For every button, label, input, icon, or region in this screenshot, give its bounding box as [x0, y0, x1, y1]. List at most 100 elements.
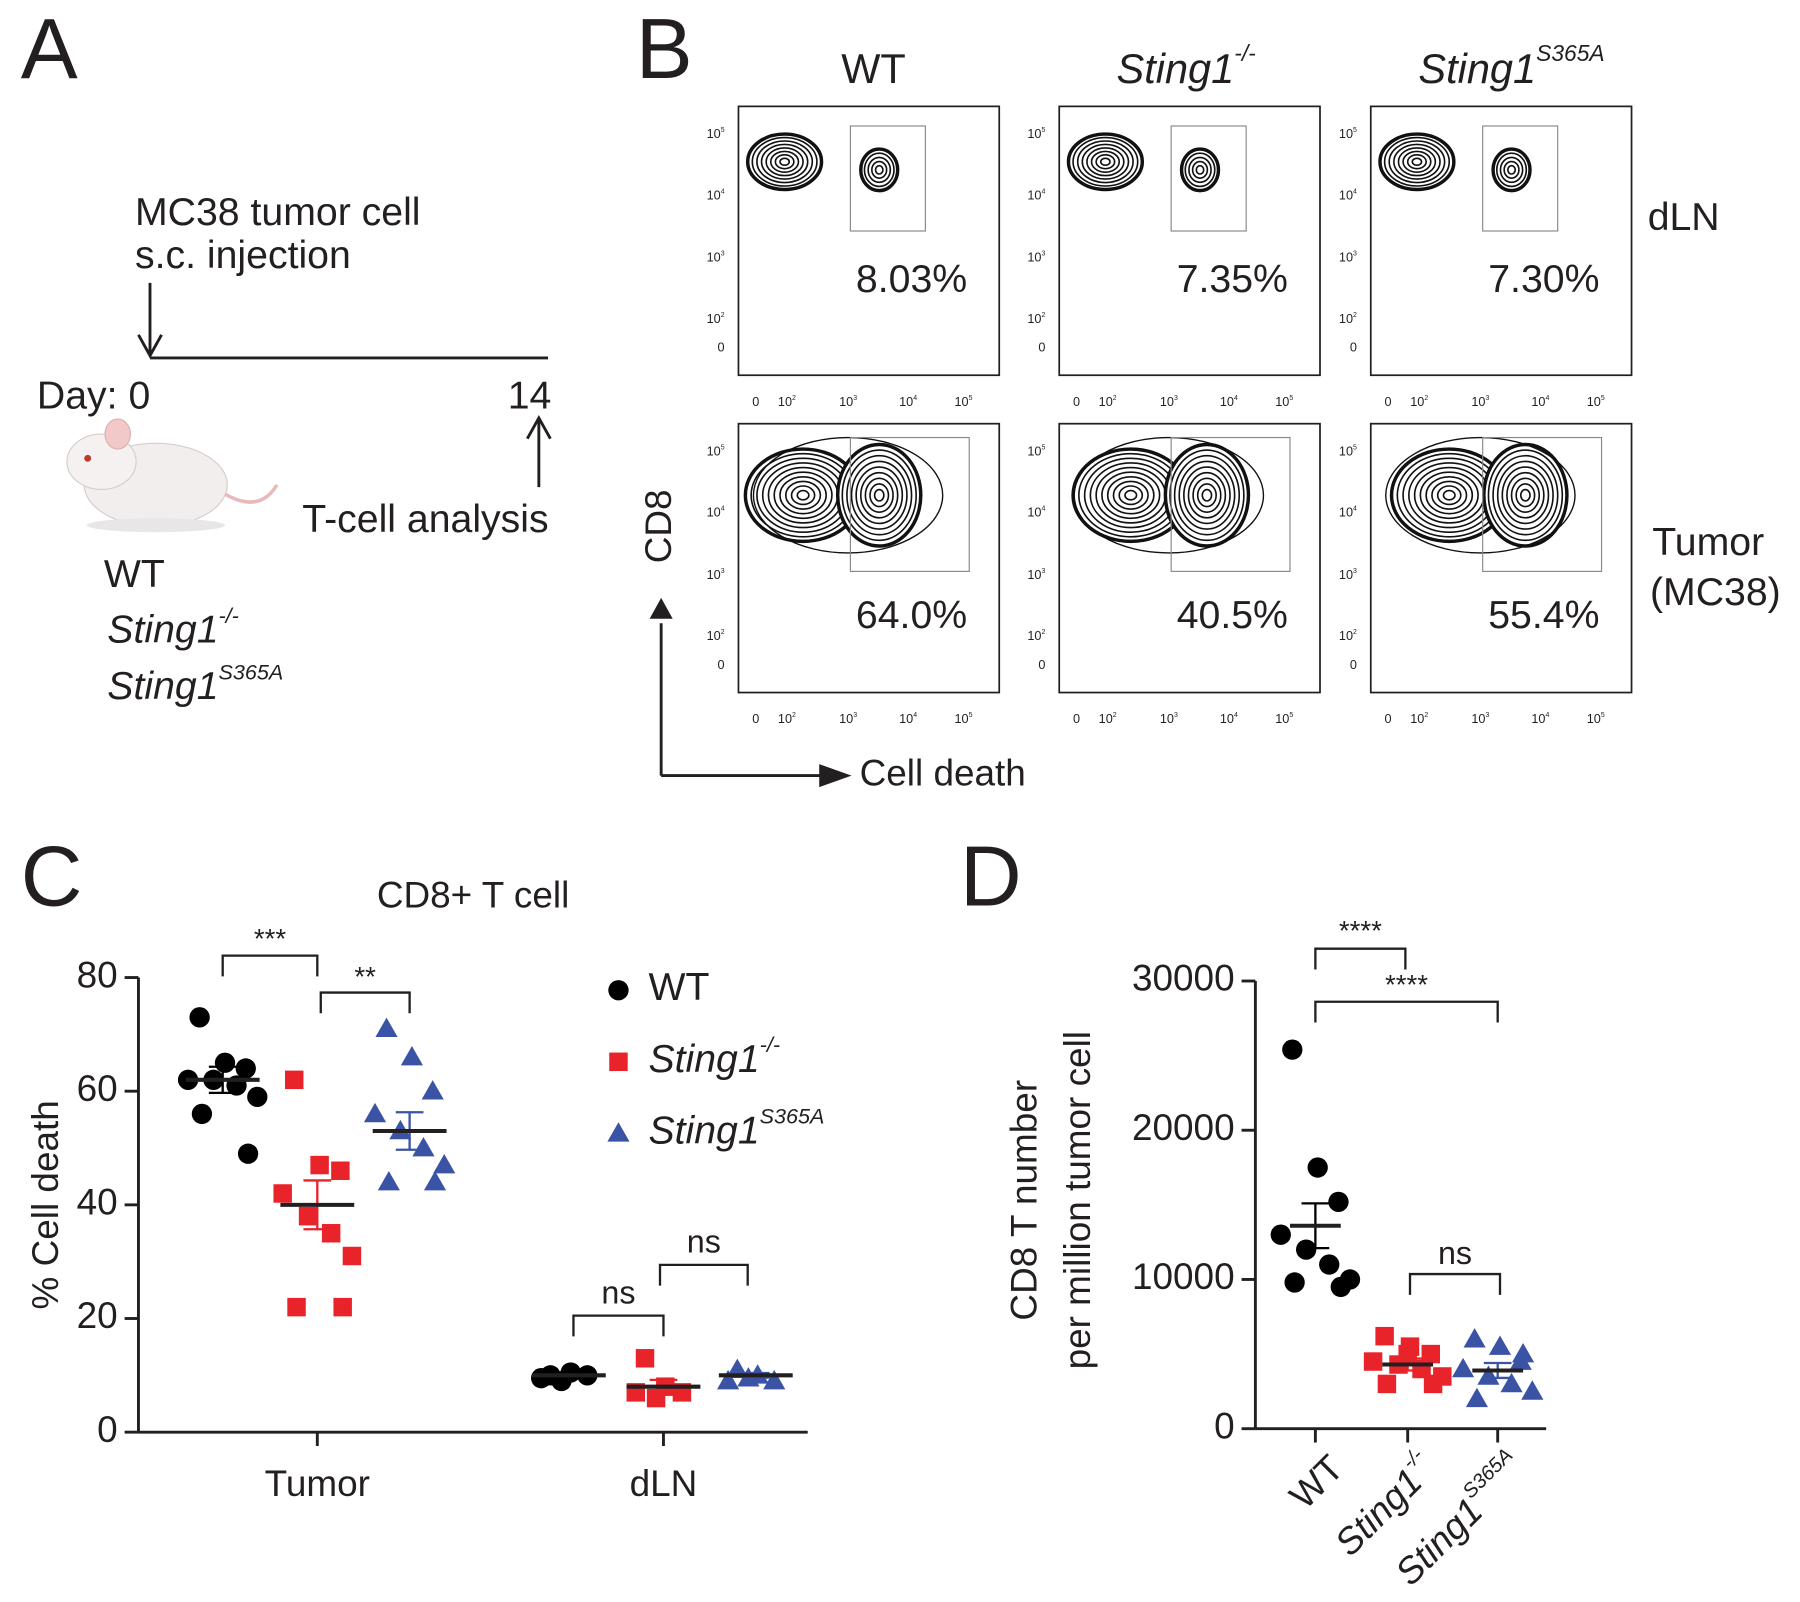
- data-point: [363, 1102, 387, 1123]
- data-point: [1377, 1374, 1397, 1394]
- contour: [1196, 483, 1217, 508]
- contour: [765, 147, 804, 177]
- y-tick-label: 10000: [1132, 1256, 1235, 1297]
- x-tick-label: 0: [1385, 713, 1392, 727]
- x-tick-label: 102: [1410, 712, 1428, 727]
- y-tick-label: 80: [77, 954, 118, 995]
- flow-plot-frame: [737, 105, 1001, 377]
- contour: [784, 480, 822, 510]
- contour: [1178, 460, 1236, 530]
- data-point: [1375, 1326, 1394, 1346]
- y-tick-label: 0: [1038, 658, 1045, 672]
- y-tick-label: 105: [1339, 444, 1357, 459]
- text-superscript: 5: [1601, 712, 1605, 719]
- contour: [1201, 488, 1213, 502]
- x-tick-label: 104: [899, 712, 917, 727]
- text-superscript: 4: [1234, 712, 1238, 719]
- text-base: 10: [1471, 395, 1485, 409]
- data-point: [635, 1349, 655, 1368]
- data-point: [412, 1136, 435, 1157]
- x-tick-label: 102: [1099, 395, 1117, 410]
- contour: [864, 477, 894, 513]
- significance-bracket: [1314, 1000, 1499, 1023]
- contour: [850, 460, 908, 530]
- text-base: 10: [1160, 713, 1174, 727]
- y-tick-label: 105: [707, 127, 725, 142]
- text-superscript: 2: [1353, 312, 1357, 319]
- text-superscript: 5: [1289, 712, 1293, 719]
- data-point: [1328, 1191, 1349, 1213]
- contour: [1388, 140, 1446, 184]
- contour: [1411, 157, 1423, 167]
- y-tick-label: 104: [1339, 188, 1357, 203]
- flow-x-label: Cell death: [860, 752, 1026, 793]
- text-base: 10: [1339, 251, 1353, 265]
- text-superscript: 5: [1289, 395, 1293, 402]
- data-point: [1307, 1157, 1328, 1178]
- x-tick-label: 104: [1531, 395, 1549, 410]
- contour: [1066, 132, 1145, 192]
- text-base: 10: [1027, 506, 1041, 520]
- contour: [774, 154, 795, 170]
- text-superscript: 4: [1041, 188, 1045, 195]
- contour: [1496, 460, 1554, 530]
- text-base: 10: [899, 395, 913, 409]
- text-superscript: -/-: [760, 1032, 780, 1057]
- data-point: [1330, 1276, 1351, 1298]
- gate: [1482, 436, 1603, 572]
- contour: [863, 152, 895, 188]
- gate-percentage: 8.03%: [856, 257, 967, 301]
- data-point: [1284, 1272, 1305, 1293]
- contour: [846, 454, 913, 536]
- x-tick-label: 104: [1220, 712, 1238, 727]
- text-base: 10: [707, 128, 721, 142]
- text-superscript: 3: [1174, 712, 1178, 719]
- text-superscript: 2: [1424, 395, 1428, 402]
- y-tick-label: 102: [1027, 312, 1045, 327]
- contour: [1492, 454, 1559, 536]
- text-base: 0: [718, 341, 725, 355]
- text-base: WT: [841, 45, 906, 92]
- data-point: [1463, 1328, 1486, 1348]
- panel-label: B: [636, 2, 693, 97]
- text-superscript: 4: [1546, 712, 1550, 719]
- text-superscript: 2: [1113, 712, 1117, 719]
- contour: [871, 160, 888, 179]
- flow-plot-frame: [1369, 105, 1633, 377]
- gate: [1170, 125, 1247, 232]
- text-base: 10: [1027, 630, 1041, 644]
- significance-label: **: [354, 961, 376, 992]
- x-tick-label: WT: [1281, 1447, 1351, 1517]
- contour: [1183, 466, 1231, 525]
- text-superscript: 4: [1546, 395, 1550, 402]
- y-tick-label: 0: [718, 341, 725, 355]
- x-tick-label: 104: [1531, 712, 1549, 727]
- significance-bracket: [658, 1263, 749, 1286]
- text-superscript: S365A: [760, 1103, 825, 1128]
- text-base: 10: [1220, 395, 1234, 409]
- contour: [1510, 477, 1541, 513]
- y-tick-label: 102: [1339, 629, 1357, 644]
- text-superscript: 4: [721, 188, 725, 195]
- text-superscript: -/-: [1234, 40, 1256, 66]
- text-base: WT: [648, 966, 709, 1010]
- contour: [1086, 147, 1125, 177]
- contour: [1072, 136, 1139, 187]
- y-tick-label: 104: [1339, 505, 1357, 520]
- contour: [1507, 164, 1517, 175]
- x-tick-label: 105: [954, 712, 972, 727]
- chart-title: CD8+ T cell: [377, 875, 569, 916]
- legend-label: WT: [648, 966, 709, 1010]
- contour: [1506, 471, 1545, 519]
- text-superscript: 2: [1424, 712, 1428, 719]
- text-superscript: 4: [1353, 505, 1357, 512]
- text-base: 10: [1339, 189, 1353, 203]
- text-base: 10: [1339, 445, 1353, 459]
- text-superscript: 5: [1353, 127, 1357, 134]
- data-point: [607, 1122, 630, 1142]
- text-base: 0: [1385, 713, 1392, 727]
- text-base: 10: [778, 395, 792, 409]
- contour: [874, 164, 884, 175]
- text-superscript: 5: [969, 395, 973, 402]
- text-superscript: 3: [1041, 250, 1045, 257]
